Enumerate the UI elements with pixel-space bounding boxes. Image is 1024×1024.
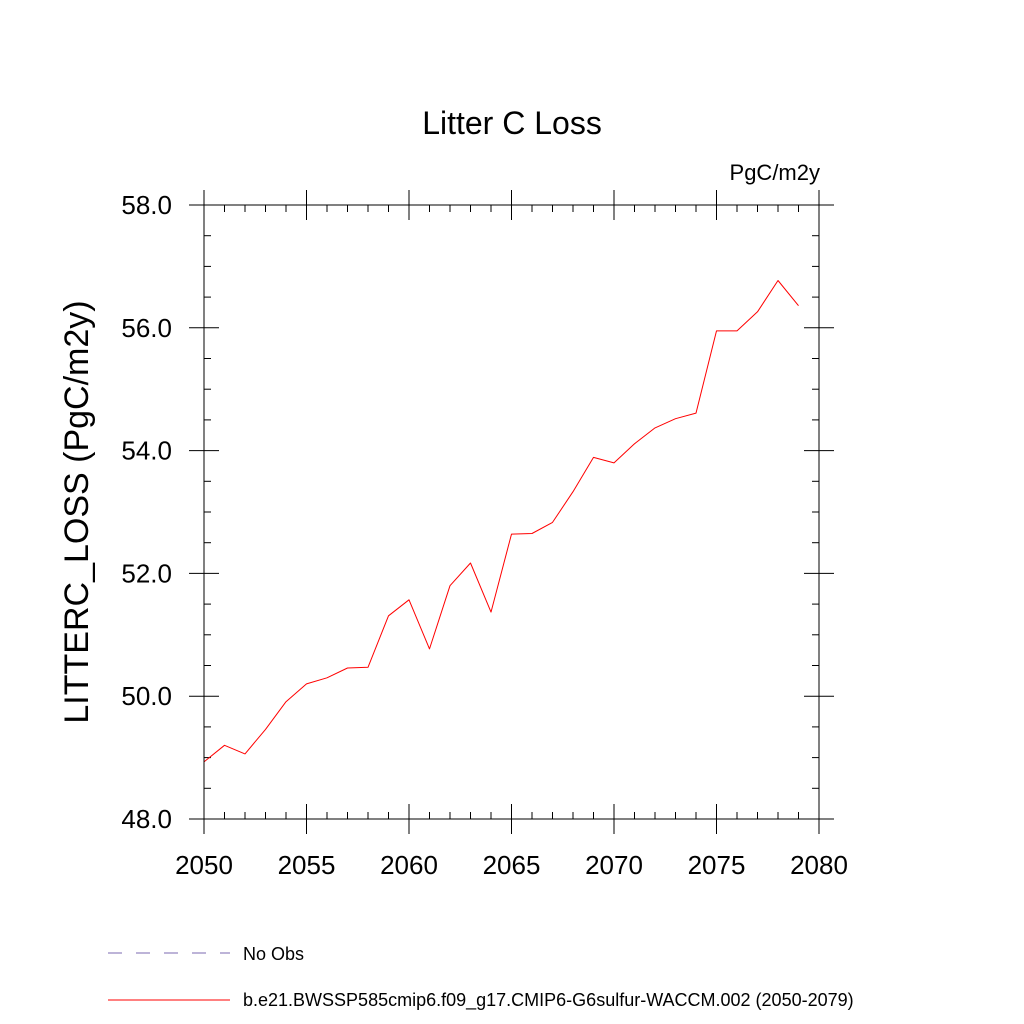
y-tick-label: 48.0 xyxy=(121,804,172,834)
y-tick-labels: 48.0 50.0 52.0 54.0 56.0 58.0 xyxy=(121,190,172,834)
legend-label-ssp585: b.e21.BWSSP585cmip6.f09_g17.CMIP6-G6sulf… xyxy=(243,990,854,1011)
x-tick-label: 2080 xyxy=(790,850,848,880)
series-line xyxy=(203,280,799,763)
x-tick-label: 2075 xyxy=(688,850,746,880)
legend: No Obs b.e21.BWSSP585cmip6.f09_g17.CMIP6… xyxy=(108,944,854,1011)
x-tick-labels: 2050 2055 2060 2065 2070 2075 2080 xyxy=(175,850,848,880)
y-tick-label: 52.0 xyxy=(121,558,172,588)
axis-ticks xyxy=(189,190,834,834)
x-tick-label: 2050 xyxy=(175,850,233,880)
y-tick-label: 50.0 xyxy=(121,681,172,711)
x-tick-label: 2060 xyxy=(380,850,438,880)
series-group xyxy=(203,280,799,763)
plot-frame xyxy=(203,204,820,820)
y-tick-label: 56.0 xyxy=(121,313,172,343)
y-axis-label: LITTERC_LOSS (PgC/m2y) xyxy=(58,300,96,723)
x-tick-label: 2070 xyxy=(585,850,643,880)
x-tick-label: 2055 xyxy=(278,850,336,880)
chart-title: Litter C Loss xyxy=(422,105,602,141)
y-tick-label: 58.0 xyxy=(121,190,172,220)
x-tick-label: 2065 xyxy=(483,850,541,880)
legend-label-no-obs: No Obs xyxy=(243,944,304,964)
units-label: PgC/m2y xyxy=(730,160,820,185)
y-tick-label: 54.0 xyxy=(121,436,172,466)
